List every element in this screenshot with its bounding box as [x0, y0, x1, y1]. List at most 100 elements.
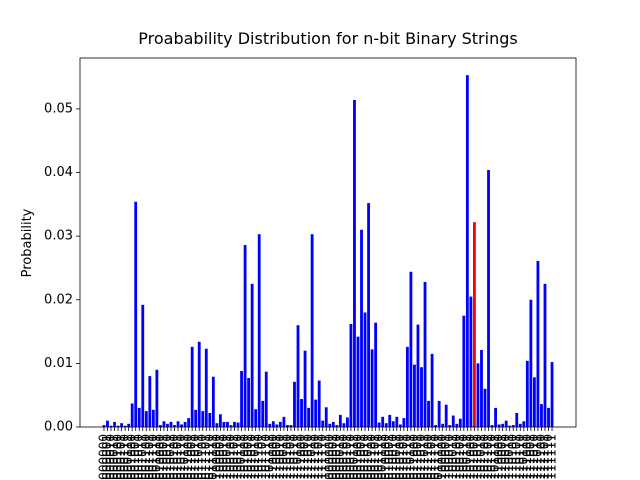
x-tick-label: 1101010: [470, 434, 484, 480]
x-tick-label: 1100011: [446, 434, 460, 480]
x-tick-label: 0000000: [96, 434, 110, 480]
x-tick-label: 0101011: [248, 434, 262, 480]
x-tick-label: 0010100: [167, 434, 181, 480]
bar: [296, 325, 300, 427]
bar: [328, 423, 332, 427]
bar: [508, 425, 512, 427]
bar: [532, 377, 536, 427]
bar: [169, 421, 173, 427]
x-tick-label: 1010001: [382, 434, 396, 480]
bar: [338, 414, 342, 427]
x-tick-label: 0001001: [128, 434, 142, 480]
x-tick-label: 1000010: [329, 434, 343, 480]
bar: [525, 360, 529, 427]
x-tick-label: 0111000: [294, 434, 308, 480]
bar: [151, 409, 155, 427]
x-tick-label: 1011001: [410, 434, 424, 480]
bar: [367, 203, 370, 427]
x-tick-label: 1110110: [513, 434, 527, 480]
bar: [194, 409, 198, 427]
bar: [381, 416, 385, 427]
x-tick-label: 1010100: [393, 434, 407, 480]
x-tick-label: 0010000: [153, 434, 167, 480]
y-tick-label: 0.04: [44, 165, 73, 180]
bar: [458, 418, 462, 427]
plot-frame: [79, 57, 577, 428]
bar: [529, 299, 533, 427]
bar: [473, 222, 476, 427]
bar: [511, 425, 515, 427]
bar: [275, 424, 279, 427]
bar: [247, 378, 251, 427]
bar: [501, 423, 505, 427]
x-tick-label: 1100100: [449, 434, 463, 480]
x-tick-label: 1000011: [333, 434, 347, 480]
bar: [349, 323, 353, 427]
bar: [278, 421, 282, 427]
x-tick-label: 1110111: [516, 434, 530, 480]
bar: [518, 423, 522, 427]
x-tick-label: 1010010: [386, 434, 400, 480]
bar: [370, 349, 374, 427]
bar: [243, 245, 247, 427]
bar: [437, 400, 441, 427]
bar: [166, 423, 169, 427]
x-tick-label: 1100001: [439, 434, 453, 480]
x-tick-label: 1001011: [361, 434, 375, 480]
x-tick-label: 1101111: [488, 434, 502, 480]
x-tick-label: 1100010: [442, 434, 456, 480]
x-tick-label: 0101010: [245, 434, 259, 480]
bar: [264, 371, 268, 427]
x-tick-label: 1010011: [389, 434, 403, 480]
bar: [536, 260, 540, 427]
bar: [476, 363, 480, 427]
x-tick-label: 1011110: [428, 434, 442, 480]
x-tick-label: 1110101: [509, 434, 523, 480]
bar: [314, 399, 318, 427]
x-tick-label: 1110000: [492, 434, 506, 480]
x-tick-label: 1001010: [358, 434, 372, 480]
x-tick-label: 1001101: [368, 434, 382, 480]
x-tick-label: 1110011: [502, 434, 516, 480]
x-tick-label: 1101101: [481, 434, 495, 480]
x-tick-label: 1011111: [432, 434, 446, 480]
x-tick-label: 0101001: [241, 434, 255, 480]
x-tick-label: 1110001: [495, 434, 509, 480]
bar: [236, 422, 240, 427]
x-tick-label: 0000110: [118, 434, 132, 480]
bar: [395, 416, 399, 427]
bar: [540, 404, 543, 427]
bar: [462, 315, 466, 427]
x-tick-label: 0001100: [139, 434, 153, 480]
bar: [321, 420, 325, 427]
x-tick-label: 0100000: [209, 434, 223, 480]
x-tick-label: 0000101: [114, 434, 128, 480]
bar: [427, 400, 430, 427]
bar: [158, 425, 162, 427]
bar: [289, 425, 293, 427]
y-tick-label: 0.02: [44, 292, 73, 307]
bar: [123, 425, 127, 427]
bar: [286, 425, 289, 427]
bar: [261, 400, 265, 427]
x-tick-label: 1101000: [463, 434, 477, 480]
bar: [444, 404, 448, 427]
x-tick-label: 0100110: [231, 434, 245, 480]
x-tick-label: 1111010: [527, 434, 541, 480]
bar: [307, 407, 311, 427]
bar: [374, 322, 378, 427]
x-tick-label: 0001110: [146, 434, 160, 480]
x-tick-label: 0010110: [174, 434, 188, 480]
bar: [120, 423, 124, 427]
x-tick-label: 1111111: [545, 434, 559, 480]
bar: [137, 407, 141, 427]
x-tick-label: 0111110: [315, 434, 329, 480]
x-tick-label: 0111001: [298, 434, 312, 480]
x-tick-label: 0011111: [206, 434, 220, 480]
x-tick-label: 0000010: [104, 434, 118, 480]
x-tick-label: 1101110: [485, 434, 499, 480]
x-tick-label: 0110000: [266, 434, 280, 480]
x-tick-label: 1000110: [343, 434, 357, 480]
bar: [441, 423, 445, 427]
